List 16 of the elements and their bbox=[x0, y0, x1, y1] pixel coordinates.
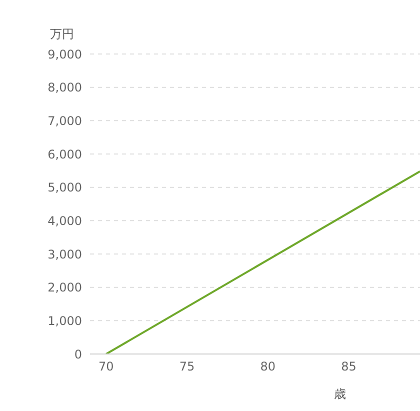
x-tick-label: 80 bbox=[260, 360, 276, 374]
x-tick-label: 70 bbox=[98, 360, 114, 374]
y-tick-label: 3,000 bbox=[48, 247, 82, 262]
y-axis-title: 万円 bbox=[50, 26, 74, 43]
y-tick-label: 5,000 bbox=[48, 180, 82, 195]
y-tick-label: 6,000 bbox=[48, 147, 82, 162]
y-tick-label: 0 bbox=[74, 347, 82, 362]
x-tick-label: 85 bbox=[341, 360, 356, 374]
x-tick-label: 75 bbox=[179, 360, 195, 374]
x-axis-title: 歳 bbox=[334, 386, 346, 403]
y-tick-label: 1,000 bbox=[48, 314, 82, 328]
y-tick-label: 4,000 bbox=[48, 214, 82, 228]
y-tick-label: 2,000 bbox=[48, 280, 82, 295]
y-tick-label: 8,000 bbox=[48, 80, 82, 95]
y-tick-label: 9,000 bbox=[48, 47, 82, 62]
y-tick-label: 7,000 bbox=[48, 114, 82, 128]
